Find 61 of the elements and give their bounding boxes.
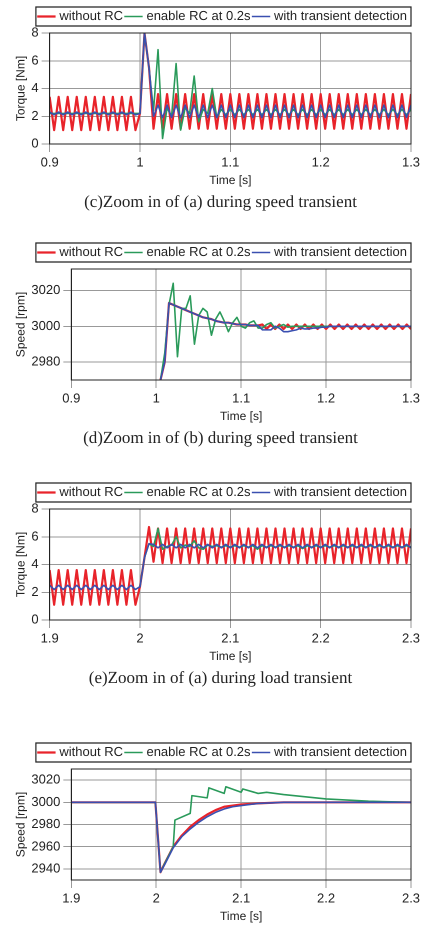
y-tick-label: 2960 [31,838,60,854]
x-tick-label: 1.1 [232,390,250,406]
x-tick-label: 2.2 [317,890,336,906]
legend-label: with transient detection [273,8,408,24]
legend-label: without RC [58,8,123,24]
legend-label: with transient detection [273,744,408,760]
legend-label: enable RC at 0.2s [146,244,252,260]
x-tick-label: 1.3 [402,390,420,406]
x-axis-title: Time [s] [220,909,262,924]
x-tick-label: 2.1 [232,890,250,906]
x-tick-label: 1.3 [402,154,420,170]
legend-label: without RC [58,744,123,760]
x-tick-label: 2.3 [402,630,420,646]
y-tick-label: 2940 [31,860,60,876]
y-tick-label: 3020 [31,772,60,787]
y-tick-label: 2 [31,584,39,599]
x-tick-label: 1.2 [312,154,330,170]
y-tick-label: 2980 [31,816,60,832]
legend-label: enable RC at 0.2s [146,484,252,500]
y-tick-label: 6 [31,52,39,68]
legend-label: enable RC at 0.2s [146,744,252,760]
y-tick-label: 8 [31,24,39,40]
legend-label: enable RC at 0.2s [146,8,252,24]
x-tick-label: 1.9 [62,890,80,906]
y-tick-label: 0 [31,612,39,627]
text: (e)Zoom in of (a) during load transient [88,667,354,689]
y-tick-label: 8 [31,500,39,516]
y-tick-label: 3000 [31,794,60,809]
y-tick-label: 3020 [31,282,60,298]
x-tick-label: 2.2 [312,630,330,646]
y-tick-label: 4 [31,80,39,96]
y-axis-title: Torque [Nm] [14,532,28,598]
text: (c)Zoom in of (a) during speed transient [83,191,358,213]
x-tick-label: 1.2 [317,390,336,406]
y-tick-label: 2 [31,108,39,123]
y-tick-label: 0 [31,136,39,151]
x-tick-label: 1 [152,390,160,406]
x-axis-title: Time [s] [209,173,252,188]
legend-label: with transient detection [273,244,408,260]
y-tick-label: 3000 [31,318,60,333]
x-tick-label: 2 [136,630,144,646]
y-axis-title: Torque [Nm] [14,56,28,122]
legend-label: without RC [58,244,123,260]
x-tick-label: 0.9 [62,390,80,406]
legend-label: with transient detection [273,484,408,500]
y-axis-title: Speed [rpm] [14,792,28,858]
y-tick-label: 4 [31,556,39,572]
x-tick-label: 1.9 [40,630,59,646]
legend-label: without RC [58,484,123,500]
x-tick-label: 2.1 [221,630,240,646]
x-tick-label: 2.3 [402,890,420,906]
y-axis-title: Speed [rpm] [14,292,28,358]
y-tick-label: 2980 [31,354,60,369]
x-axis-title: Time [s] [209,649,252,664]
x-tick-label: 0.9 [40,154,59,170]
x-tick-label: 1 [136,154,144,170]
x-axis-title: Time [s] [220,409,262,424]
y-tick-label: 6 [31,528,39,544]
x-tick-label: 1.1 [221,154,240,170]
text: (d)Zoom in of (b) during speed transient [82,427,359,449]
x-tick-label: 2 [152,890,160,906]
